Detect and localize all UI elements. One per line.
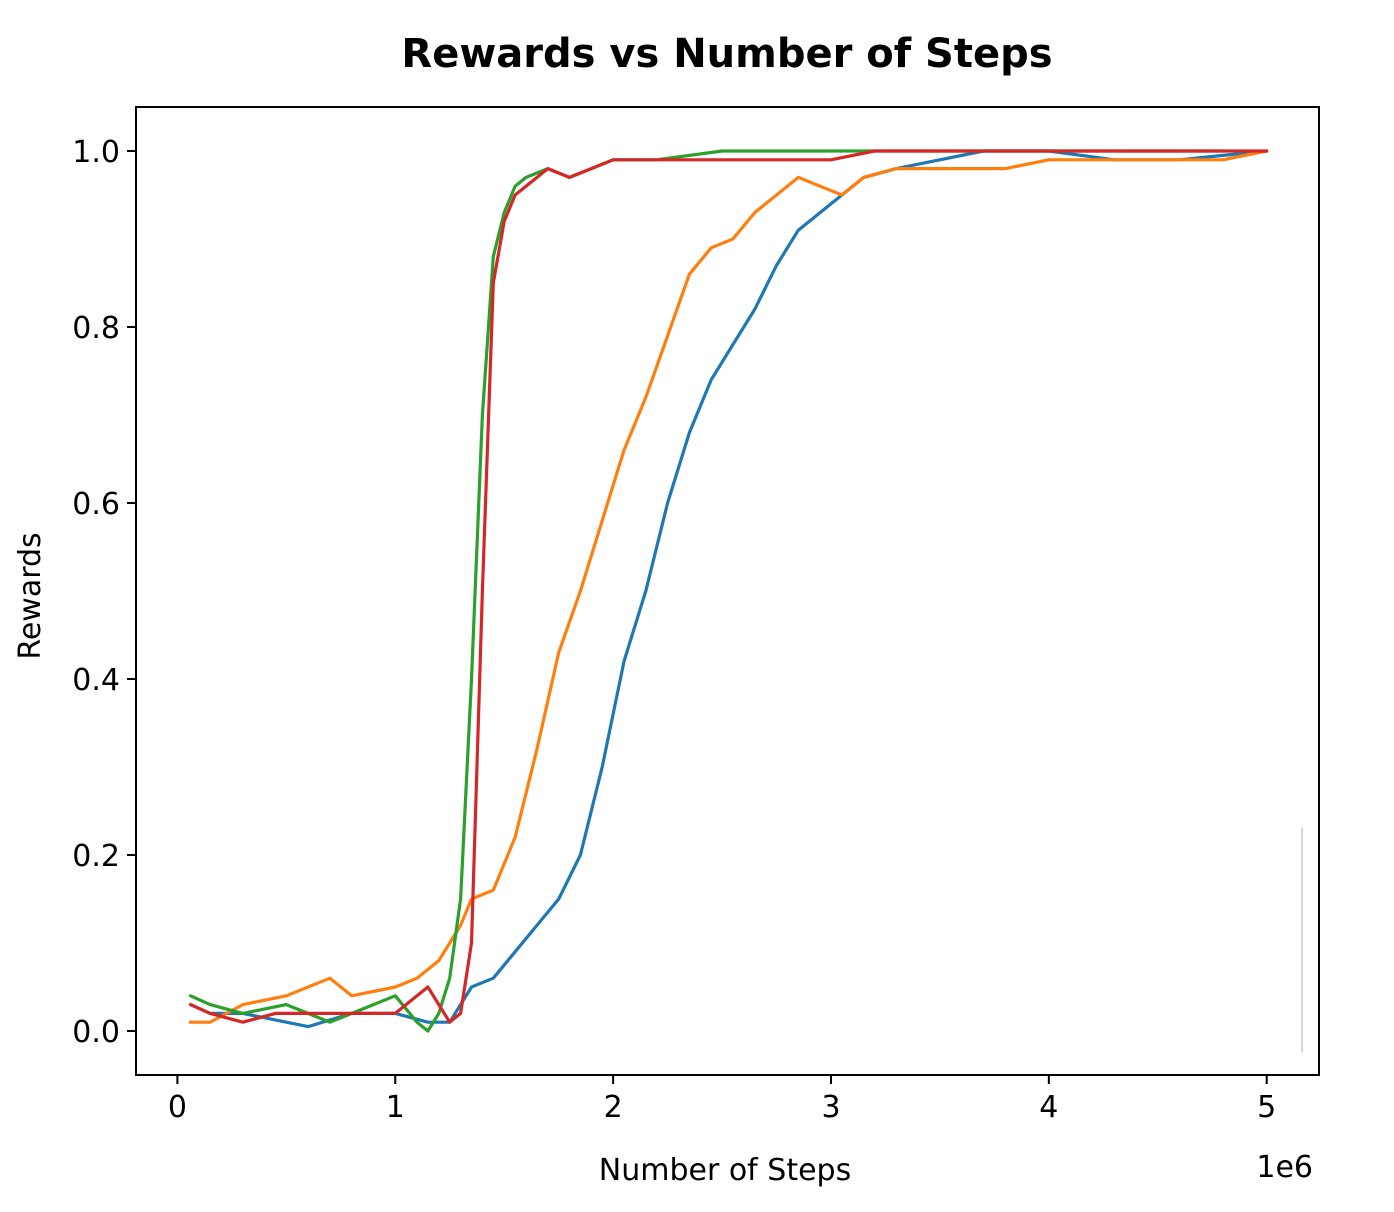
series-line-4 (188, 149, 1269, 1024)
series-line-3 (188, 149, 1225, 1033)
plot-area (136, 107, 1319, 1075)
y-tick-label: 0.8 (72, 311, 120, 346)
chart-title: Rewards vs Number of Steps (401, 31, 1052, 77)
y-tick-label: 0.2 (72, 839, 120, 874)
x-tick-label: 1 (386, 1090, 405, 1125)
y-tick-label: 0.4 (72, 663, 120, 698)
series-line-2 (188, 149, 1269, 1024)
y-axis-ticks: 0.0 0.2 0.4 0.6 0.8 1.0 (72, 135, 136, 1050)
x-tick-label: 5 (1257, 1090, 1276, 1125)
x-offset-label: 1e6 (1256, 1150, 1313, 1185)
x-tick-label: 2 (604, 1090, 623, 1125)
y-tick-label: 1.0 (72, 135, 120, 170)
x-tick-label: 3 (821, 1090, 840, 1125)
plot-frame (135, 106, 1320, 1076)
x-tick-label: 4 (1039, 1090, 1058, 1125)
series-group (188, 149, 1269, 1033)
y-tick-label: 0.0 (72, 1015, 120, 1050)
y-tick-label: 0.6 (72, 487, 120, 522)
x-tick-label: 0 (168, 1090, 187, 1125)
y-axis-label: Rewards (13, 532, 48, 659)
x-axis-label: Number of Steps (599, 1153, 851, 1188)
x-axis-ticks: 0 1 2 3 4 5 (168, 1075, 1276, 1125)
